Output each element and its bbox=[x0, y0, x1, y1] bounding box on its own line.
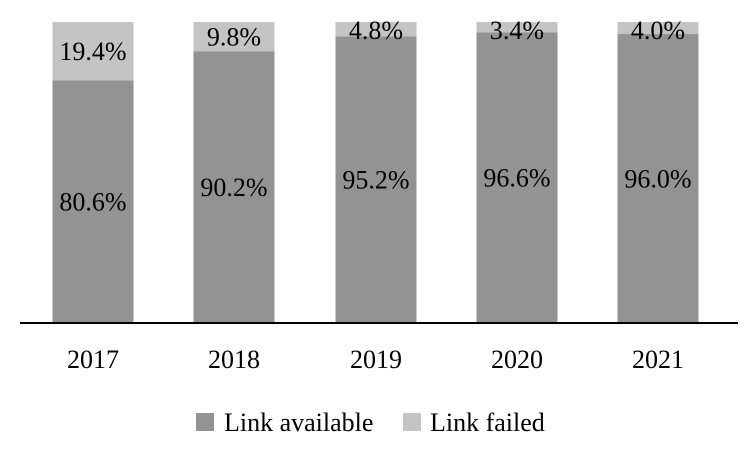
bar-failed-2017 bbox=[52, 22, 134, 81]
data-label-available-2021: 96.0% bbox=[624, 165, 691, 194]
legend-swatch-available bbox=[196, 413, 214, 431]
legend-label-failed: Link failed bbox=[430, 408, 545, 437]
bar-failed-2018 bbox=[193, 22, 275, 52]
bars-group bbox=[52, 22, 699, 324]
bar-available-2019 bbox=[335, 36, 417, 323]
legend: Link available Link failed bbox=[196, 408, 545, 437]
bar-available-2018 bbox=[193, 51, 275, 324]
bar-available-2017 bbox=[52, 80, 134, 323]
x-tick-label-2021: 2021 bbox=[632, 345, 684, 374]
bar-available-2020 bbox=[476, 32, 558, 323]
data-label-available-2019: 95.2% bbox=[342, 166, 409, 195]
bar-failed-2020 bbox=[476, 22, 558, 33]
data-label-available-2020: 96.6% bbox=[483, 164, 550, 193]
x-tick-labels-group: 2017 2018 2019 2020 2021 bbox=[67, 345, 684, 374]
legend-swatch-failed bbox=[403, 413, 421, 431]
data-label-available-2018: 90.2% bbox=[200, 173, 267, 202]
x-tick-label-2017: 2017 bbox=[67, 345, 119, 374]
data-label-failed-2018: 9.8% bbox=[207, 23, 261, 52]
x-tick-label-2019: 2019 bbox=[350, 345, 402, 374]
data-label-failed-2017: 19.4% bbox=[59, 37, 126, 66]
bar-failed-2021 bbox=[617, 22, 699, 35]
bar-failed-2019 bbox=[335, 22, 417, 37]
x-tick-label-2018: 2018 bbox=[208, 345, 260, 374]
legend-label-available: Link available bbox=[224, 408, 373, 437]
data-label-failed-2019: 4.8% bbox=[349, 16, 403, 45]
x-tick-label-2020: 2020 bbox=[491, 345, 543, 374]
data-label-failed-2020: 3.4% bbox=[490, 16, 544, 45]
data-labels-group: 80.6% 19.4% 90.2% 9.8% 95.2% 4.8% 96.6% 3.4% 96.… bbox=[59, 16, 691, 217]
data-label-available-2017: 80.6% bbox=[59, 188, 126, 217]
data-label-failed-2021: 4.0% bbox=[631, 16, 685, 45]
bar-available-2021 bbox=[617, 34, 699, 323]
